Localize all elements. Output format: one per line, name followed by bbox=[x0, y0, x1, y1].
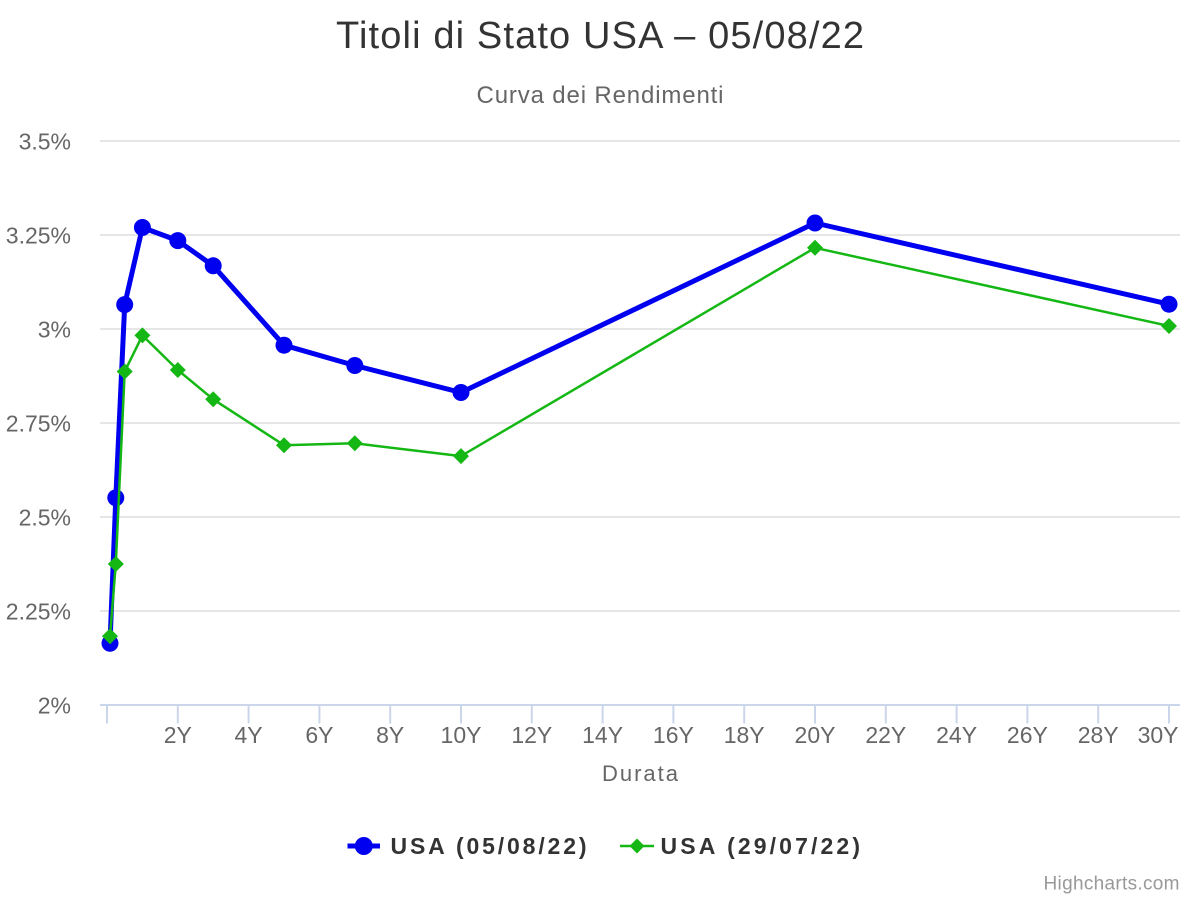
svg-text:Highcharts.com: Highcharts.com bbox=[1044, 873, 1180, 894]
svg-text:USA (29/07/22): USA (29/07/22) bbox=[661, 833, 861, 859]
svg-text:3%: 3% bbox=[38, 317, 71, 343]
svg-text:10Y: 10Y bbox=[441, 722, 482, 748]
svg-text:14Y: 14Y bbox=[582, 722, 623, 748]
svg-text:12Y: 12Y bbox=[511, 722, 552, 748]
svg-text:Curva dei Rendimenti: Curva dei Rendimenti bbox=[477, 82, 724, 109]
svg-text:6Y: 6Y bbox=[305, 722, 333, 748]
svg-text:22Y: 22Y bbox=[865, 722, 906, 748]
svg-text:16Y: 16Y bbox=[653, 722, 694, 748]
svg-text:30Y: 30Y bbox=[1138, 722, 1179, 748]
svg-text:2.25%: 2.25% bbox=[6, 599, 71, 625]
svg-text:26Y: 26Y bbox=[1007, 722, 1048, 748]
svg-text:28Y: 28Y bbox=[1078, 722, 1119, 748]
svg-text:18Y: 18Y bbox=[724, 722, 765, 748]
svg-text:8Y: 8Y bbox=[376, 722, 404, 748]
svg-text:2Y: 2Y bbox=[164, 722, 192, 748]
svg-text:3.5%: 3.5% bbox=[19, 129, 71, 155]
svg-text:2%: 2% bbox=[38, 693, 71, 719]
svg-text:4Y: 4Y bbox=[235, 722, 263, 748]
svg-text:20Y: 20Y bbox=[795, 722, 836, 748]
svg-text:2.5%: 2.5% bbox=[19, 505, 71, 531]
svg-text:USA (05/08/22): USA (05/08/22) bbox=[391, 833, 587, 859]
svg-text:24Y: 24Y bbox=[936, 722, 977, 748]
svg-text:Titoli di Stato USA – 05/08/22: Titoli di Stato USA – 05/08/22 bbox=[336, 15, 864, 57]
svg-text:Durata: Durata bbox=[602, 761, 679, 786]
svg-text:3.25%: 3.25% bbox=[6, 223, 71, 249]
svg-text:2.75%: 2.75% bbox=[6, 411, 71, 437]
